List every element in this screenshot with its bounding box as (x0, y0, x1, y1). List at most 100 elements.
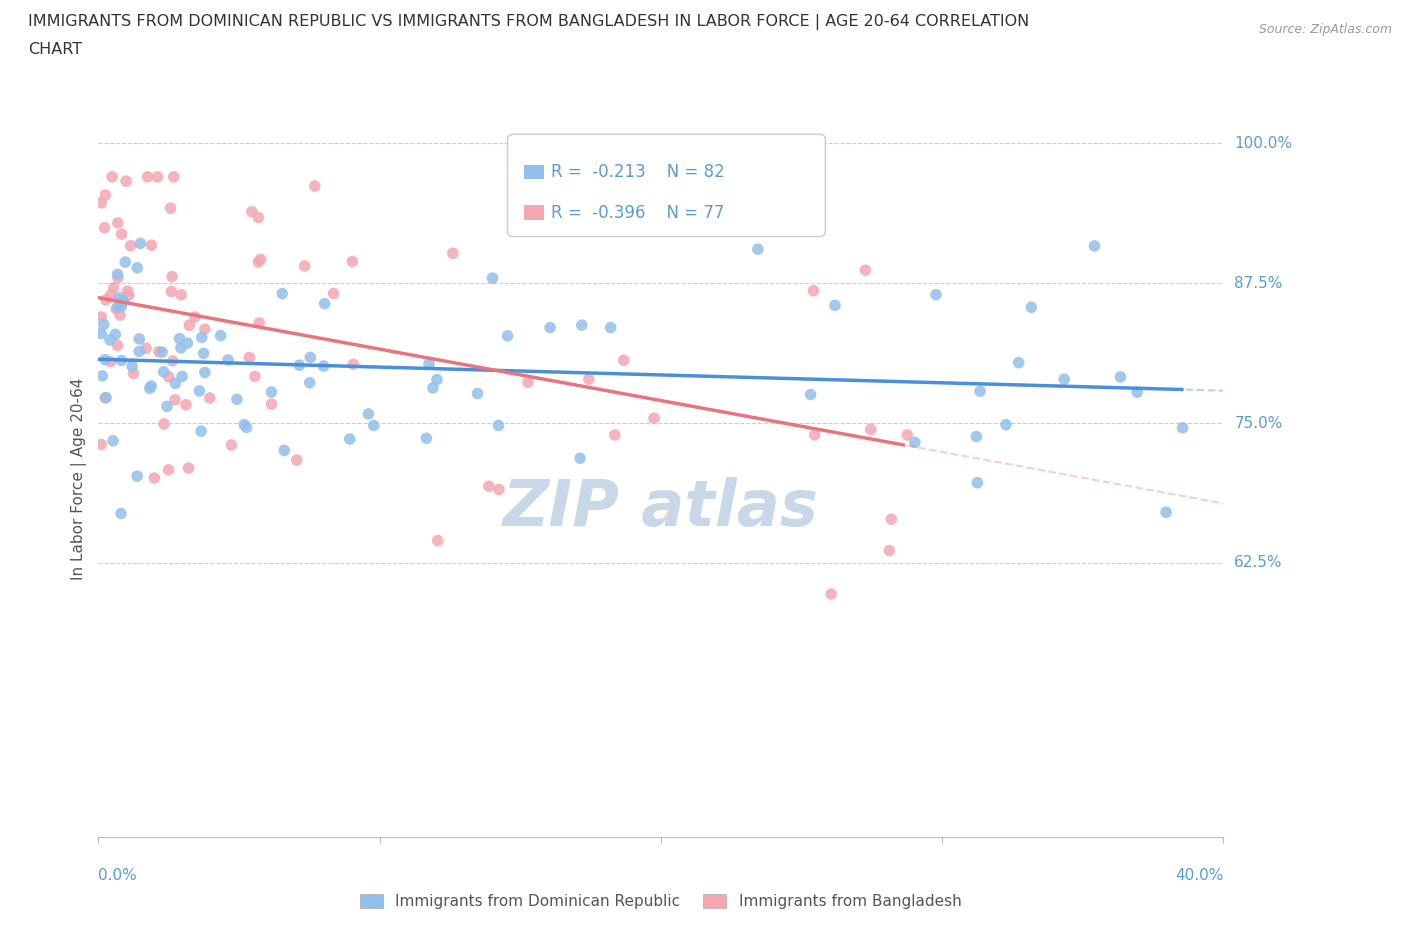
Point (139, 381, 162, 396)
Point (247, 315, 270, 330)
Point (599, 320, 621, 335)
Point (571, 318, 593, 333)
Point (159, 201, 181, 216)
Point (496, 328, 519, 343)
Point (697, 196, 720, 211)
Point (105, 301, 128, 316)
Point (578, 372, 600, 387)
Point (107, 267, 129, 282)
Point (91, 368, 114, 383)
Point (966, 475, 988, 490)
Point (107, 270, 129, 285)
Point (107, 299, 129, 314)
Point (859, 422, 882, 437)
Point (855, 263, 877, 278)
Point (162, 353, 184, 368)
Point (146, 169, 169, 184)
Point (127, 260, 149, 275)
Point (136, 169, 159, 184)
Point (249, 252, 271, 267)
Point (157, 462, 180, 477)
Point (169, 331, 191, 346)
Point (298, 376, 321, 391)
Point (135, 341, 157, 356)
Point (160, 284, 183, 299)
Point (107, 338, 129, 352)
Point (415, 431, 437, 445)
Point (238, 350, 260, 365)
Point (108, 308, 131, 323)
Point (803, 284, 825, 299)
Point (98, 332, 121, 347)
Point (101, 433, 124, 448)
Point (90, 310, 112, 325)
Text: CHART: CHART (28, 42, 82, 57)
Point (143, 471, 166, 485)
Text: 87.5%: 87.5% (1234, 275, 1282, 291)
Text: R =  -0.213    N = 82: R = -0.213 N = 82 (551, 163, 724, 180)
Point (1154, 505, 1177, 520)
Point (110, 299, 132, 314)
Point (94, 292, 117, 307)
Point (824, 298, 846, 312)
Text: 62.5%: 62.5% (1234, 555, 1282, 570)
Point (879, 543, 901, 558)
Point (342, 254, 364, 269)
Point (294, 259, 316, 273)
Point (233, 418, 256, 432)
Point (800, 387, 823, 402)
Text: 40.0%: 40.0% (1175, 868, 1223, 883)
Point (129, 236, 152, 251)
Point (153, 417, 176, 432)
Point (517, 375, 540, 390)
Point (467, 386, 489, 401)
Point (194, 365, 217, 380)
Point (172, 369, 194, 384)
Point (163, 392, 186, 407)
Point (288, 358, 311, 373)
Point (188, 383, 211, 398)
Point (538, 320, 561, 335)
Text: ZIP atlas: ZIP atlas (503, 476, 818, 538)
Point (481, 271, 503, 286)
Point (820, 587, 842, 602)
Point (880, 512, 903, 526)
Point (170, 287, 193, 302)
Point (194, 322, 217, 337)
Point (422, 380, 444, 395)
Point (184, 310, 207, 325)
Point (101, 169, 124, 184)
Point (163, 169, 186, 184)
Text: IMMIGRANTS FROM DOMINICAN REPUBLIC VS IMMIGRANTS FROM BANGLADESH IN LABOR FORCE : IMMIGRANTS FROM DOMINICAN REPUBLIC VS IM… (28, 14, 1029, 30)
Point (148, 344, 170, 359)
Point (904, 435, 927, 450)
Point (1008, 355, 1031, 370)
Point (1109, 369, 1132, 384)
Point (90, 195, 112, 210)
Point (141, 379, 163, 393)
Point (128, 331, 150, 346)
Point (273, 443, 295, 458)
Point (271, 286, 294, 301)
Point (190, 424, 212, 439)
Point (643, 411, 665, 426)
Point (569, 451, 592, 466)
Point (94, 352, 117, 367)
Point (156, 399, 179, 414)
Point (426, 372, 449, 387)
Point (110, 506, 132, 521)
Point (304, 179, 326, 193)
Point (363, 418, 385, 432)
Point (128, 344, 150, 359)
Point (312, 359, 335, 374)
Point (104, 326, 127, 341)
Text: 0.0%: 0.0% (98, 868, 138, 883)
Point (117, 288, 139, 303)
Point (191, 330, 214, 345)
Point (1083, 238, 1105, 253)
Point (94, 391, 117, 405)
Point (339, 432, 361, 446)
Point (108, 290, 131, 305)
Point (100, 354, 122, 369)
Point (198, 391, 221, 405)
